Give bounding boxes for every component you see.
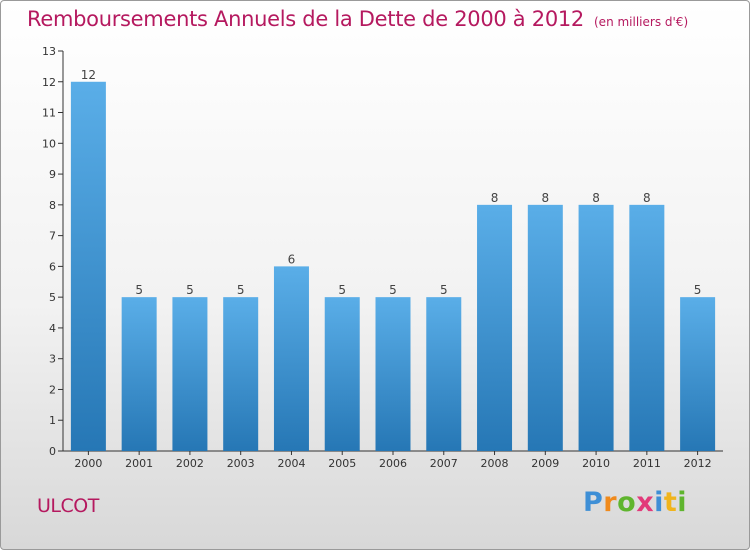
y-tick-label: 1 [49, 414, 56, 427]
data-label: 8 [592, 191, 600, 205]
data-label: 5 [135, 283, 143, 297]
data-label: 12 [81, 68, 96, 82]
proxiti-logo[interactable]: Proxiti [583, 487, 687, 518]
commune-name: ULCOT [37, 495, 99, 517]
x-tick-label: 2006 [379, 457, 407, 470]
y-tick-label: 10 [42, 137, 56, 150]
logo-letter: P [583, 487, 604, 518]
x-tick-label: 2001 [125, 457, 153, 470]
logo-letter: t [663, 487, 678, 518]
logo-letter: x [636, 487, 655, 518]
bar-2006 [375, 297, 411, 451]
bar-2002 [172, 297, 208, 451]
y-tick-label: 6 [49, 260, 56, 273]
y-tick-label: 5 [49, 291, 56, 304]
y-tick-label: 4 [49, 322, 56, 335]
y-tick-label: 12 [42, 76, 56, 89]
chart-title: Remboursements Annuels de la Dette de 20… [27, 7, 688, 31]
bar-2005 [324, 297, 360, 451]
bar-2004 [273, 266, 309, 451]
logo-letter: i [677, 487, 688, 518]
x-tick-label: 2000 [74, 457, 102, 470]
y-tick-label: 8 [49, 199, 56, 212]
y-tick-label: 0 [49, 445, 56, 458]
data-label: 5 [440, 283, 448, 297]
x-tick-label: 2005 [328, 457, 356, 470]
bar-2011 [629, 204, 665, 451]
x-tick-label: 2012 [684, 457, 712, 470]
data-label: 5 [338, 283, 346, 297]
y-tick-label: 13 [42, 45, 56, 58]
x-tick-label: 2010 [582, 457, 610, 470]
bar-2007 [426, 297, 462, 451]
logo-letter: o [617, 487, 637, 518]
data-label: 8 [541, 191, 549, 205]
bar-2000 [70, 81, 106, 452]
bar-2010 [578, 204, 614, 451]
x-tick-label: 2011 [633, 457, 661, 470]
x-tick-label: 2003 [227, 457, 255, 470]
y-tick-label: 11 [42, 107, 56, 120]
data-label: 5 [237, 283, 245, 297]
bar-2003 [223, 297, 259, 451]
bar-2009 [527, 204, 563, 451]
x-tick-label: 2002 [176, 457, 204, 470]
x-tick-label: 2004 [277, 457, 305, 470]
bar-2001 [121, 297, 157, 451]
bar-2008 [477, 204, 513, 451]
data-label: 5 [186, 283, 194, 297]
x-tick-label: 2009 [531, 457, 559, 470]
data-label: 5 [389, 283, 397, 297]
data-label: 6 [288, 252, 296, 266]
data-label: 8 [643, 191, 651, 205]
y-tick-label: 9 [49, 168, 56, 181]
logo-letter: r [603, 487, 618, 518]
logo-letter: i [654, 487, 664, 518]
y-tick-label: 2 [49, 383, 56, 396]
x-tick-label: 2008 [481, 457, 509, 470]
title-text: Remboursements Annuels de la Dette de 20… [27, 7, 584, 31]
data-label: 8 [491, 191, 499, 205]
data-label: 5 [694, 283, 702, 297]
chart-subtitle: (en milliers d'€) [594, 15, 689, 29]
y-tick-label: 7 [49, 230, 56, 243]
bar-2012 [680, 297, 716, 451]
x-tick-label: 2007 [430, 457, 458, 470]
y-tick-label: 3 [49, 353, 56, 366]
